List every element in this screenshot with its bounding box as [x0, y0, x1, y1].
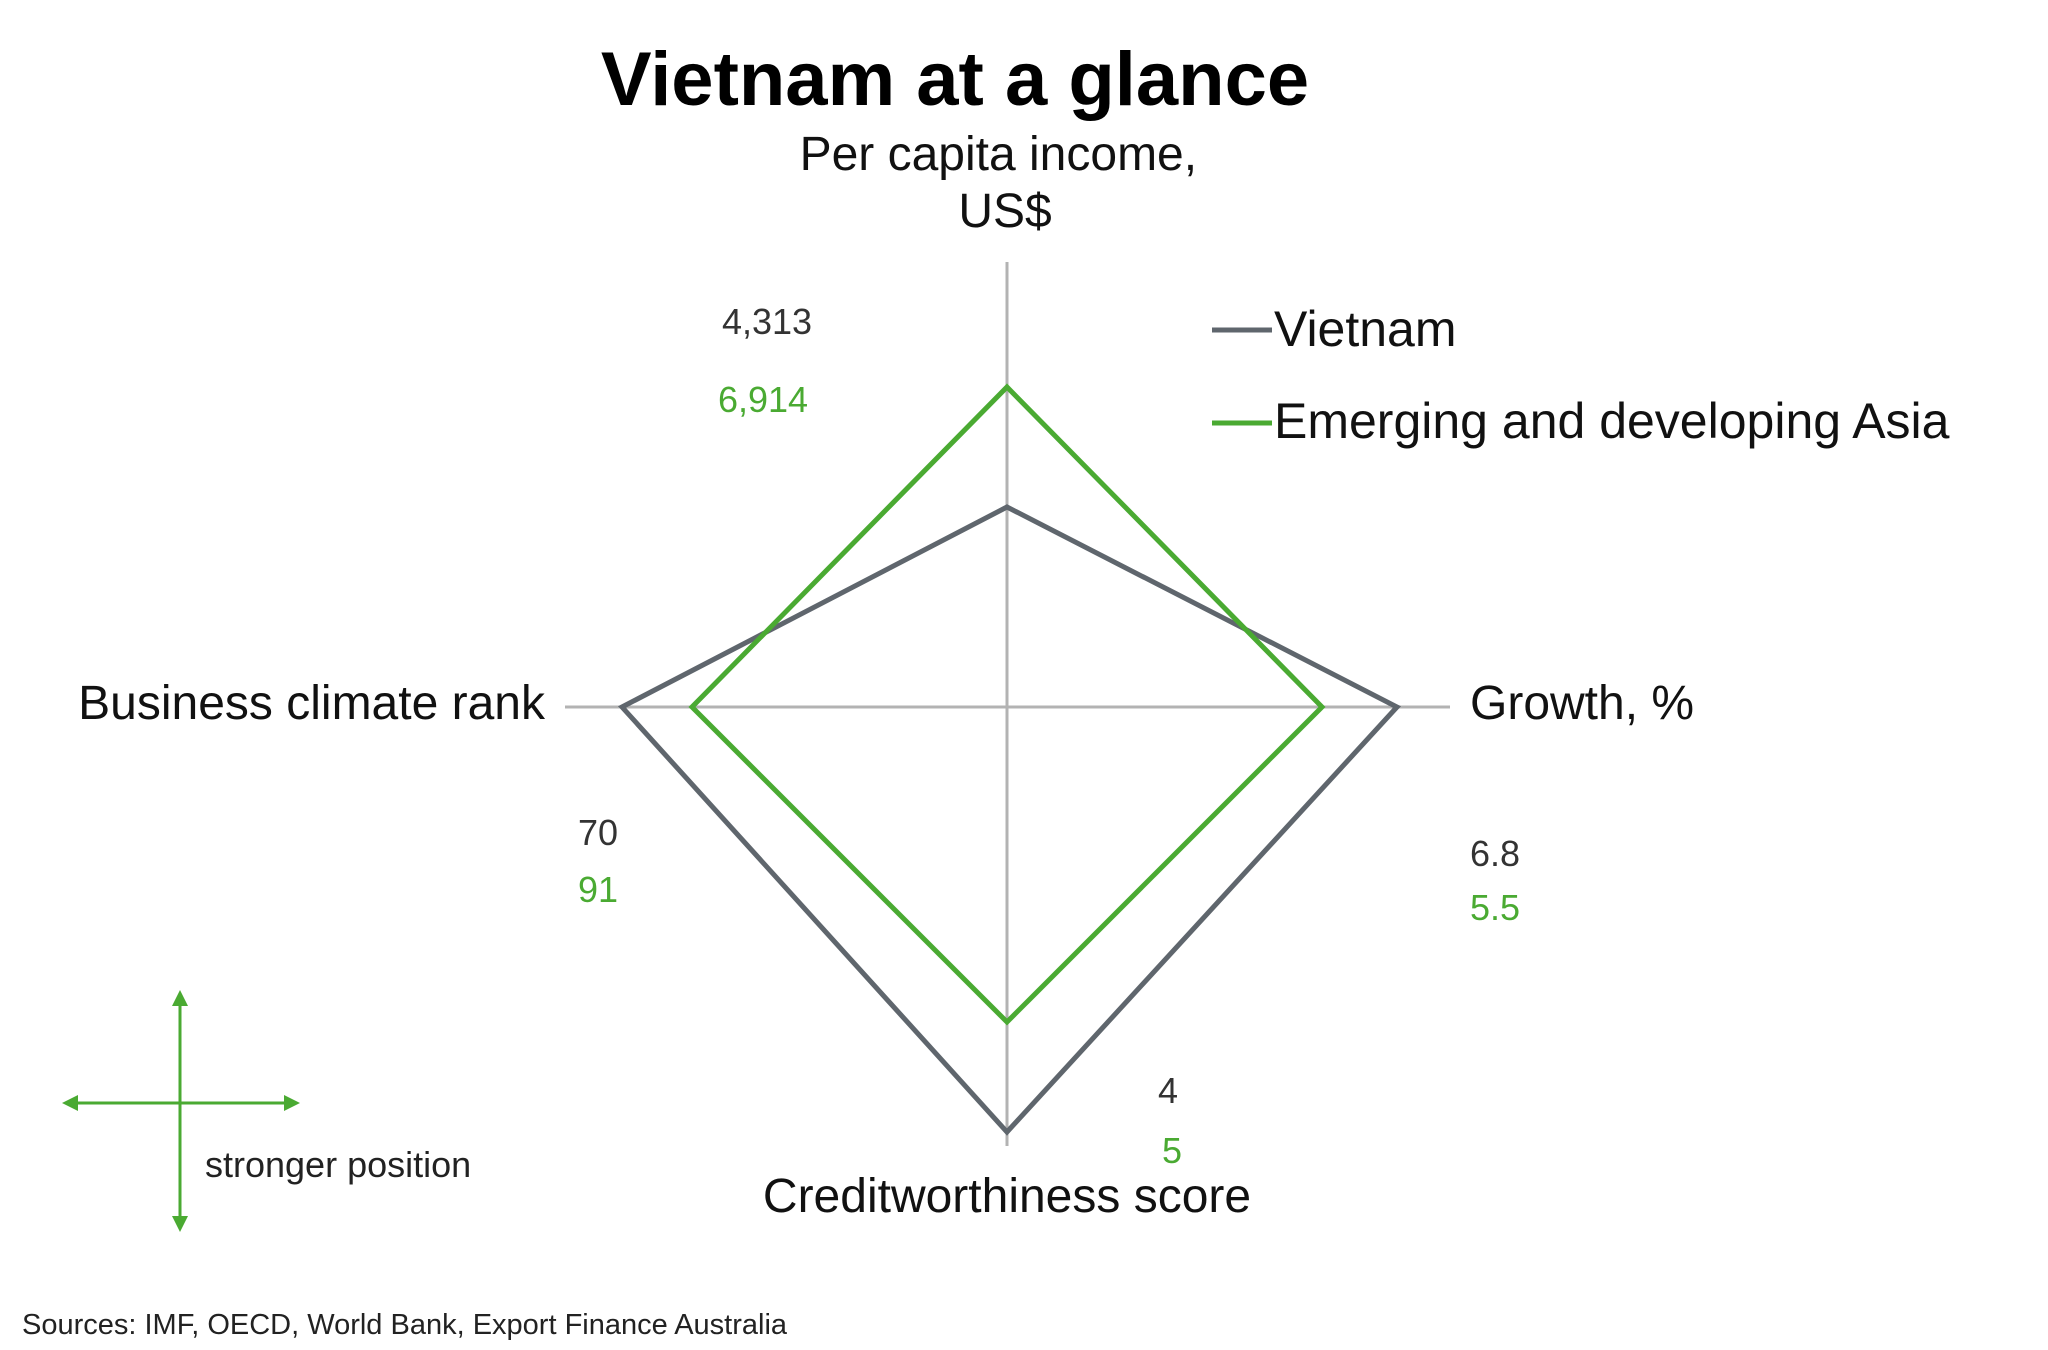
axis-label-business: Business climate rank [78, 677, 546, 730]
arrowhead-left [62, 1095, 78, 1111]
arrowhead-up [172, 990, 188, 1006]
legend-label-vietnam: Vietnam [1274, 301, 1457, 357]
value-label-asia-business: 91 [578, 869, 618, 910]
value-label-asia-credit: 5 [1162, 1130, 1182, 1171]
value-label-asia-income: 6,914 [718, 379, 808, 420]
value-label-vietnam-business: 70 [578, 812, 618, 853]
series-polygon-vietnam [617, 504, 1402, 1136]
value-label-asia-growth: 5.5 [1470, 887, 1520, 928]
direction-arrows [62, 990, 300, 1232]
axis-label-credit: Creditworthiness score [763, 1170, 1251, 1223]
value-label-vietnam-credit: 4 [1158, 1070, 1178, 1111]
arrowhead-down [172, 1216, 188, 1232]
arrowhead-right [284, 1095, 300, 1111]
source-note: Sources: IMF, OECD, World Bank, Export F… [22, 1309, 788, 1341]
value-label-vietnam-growth: 6.8 [1470, 833, 1520, 874]
legend: Vietnam Emerging and developing Asia [1212, 301, 1950, 449]
series-polygon-emerging-asia [688, 383, 1326, 1026]
value-label-vietnam-income: 4,313 [722, 301, 812, 342]
chart-title: Vietnam at a glance [601, 37, 1309, 122]
axis-label-income-line2: US$ [958, 185, 1051, 238]
axis-label-income: Per capita income, US$ [800, 128, 1211, 238]
direction-note: stronger position [205, 1144, 471, 1185]
legend-label-emerging-asia: Emerging and developing Asia [1274, 393, 1950, 449]
axis-label-growth: Growth, % [1470, 677, 1694, 730]
axis-label-income-line1: Per capita income, [800, 128, 1198, 181]
